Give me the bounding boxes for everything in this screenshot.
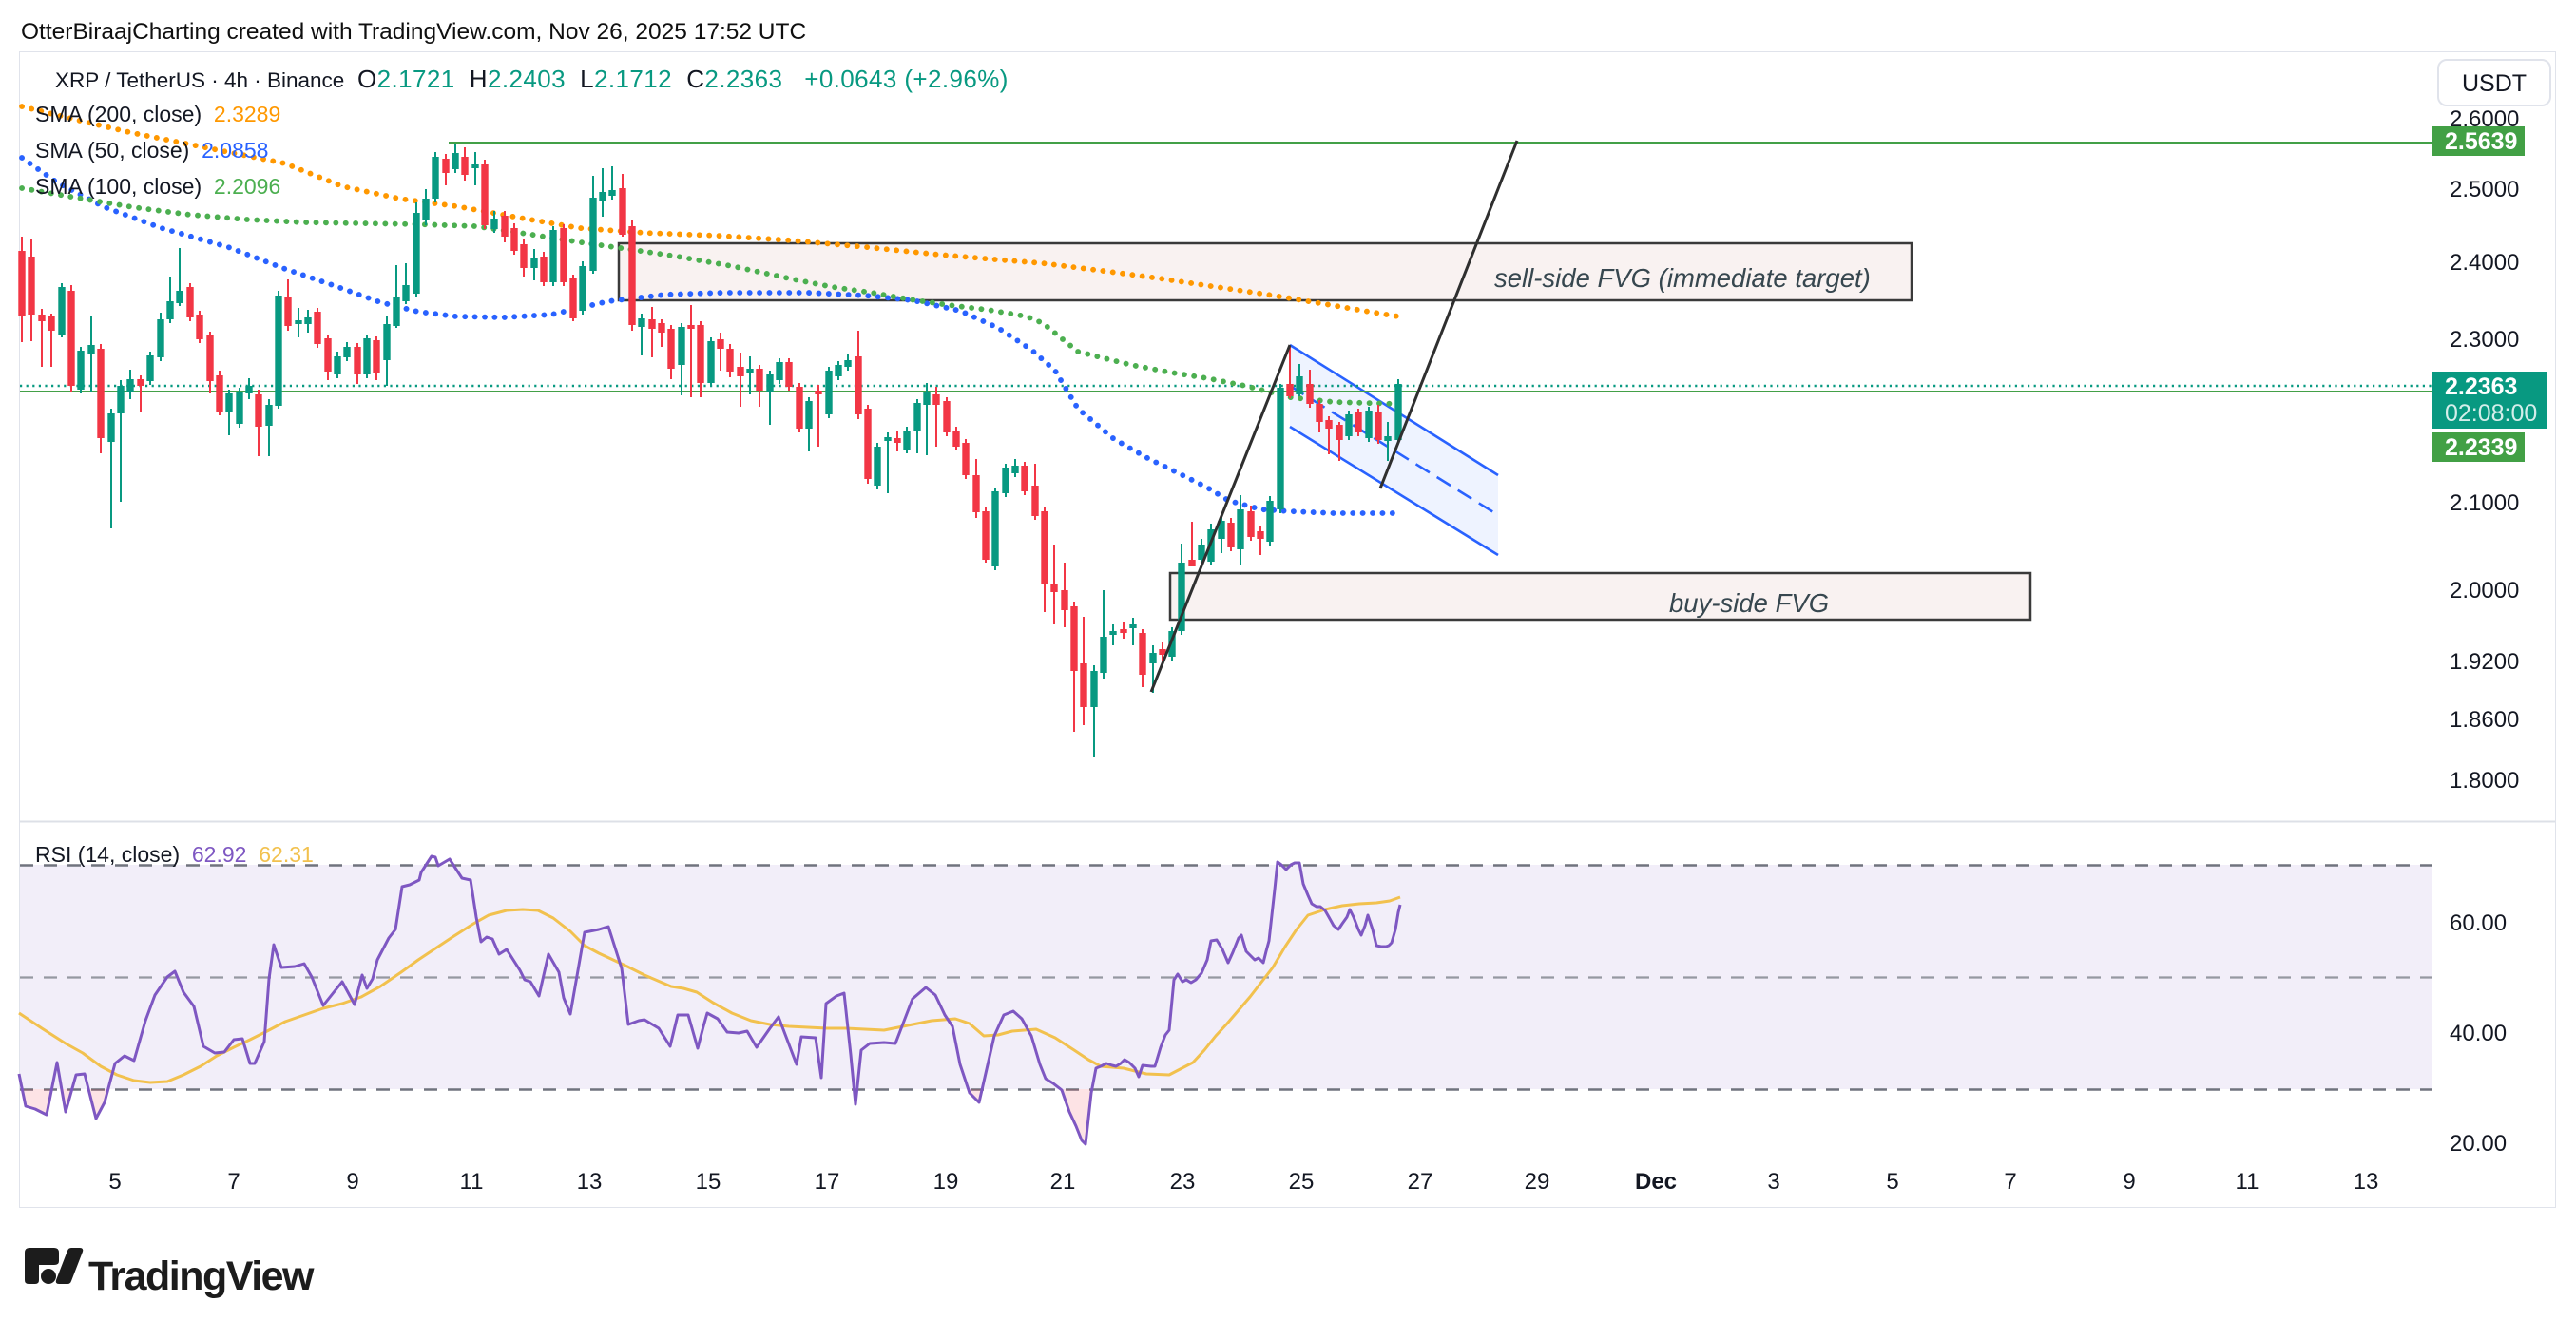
svg-text:21: 21 bbox=[1050, 1169, 1076, 1195]
svg-text:buy-side FVG: buy-side FVG bbox=[1669, 588, 1829, 618]
svg-text:2.2363: 2.2363 bbox=[2445, 373, 2517, 400]
svg-text:19: 19 bbox=[933, 1169, 959, 1195]
svg-text:40.00: 40.00 bbox=[2450, 1021, 2507, 1046]
svg-text:5: 5 bbox=[1886, 1169, 1898, 1195]
svg-text:5: 5 bbox=[108, 1169, 121, 1195]
svg-text:25: 25 bbox=[1289, 1169, 1315, 1195]
svg-text:23: 23 bbox=[1170, 1169, 1196, 1195]
svg-text:15: 15 bbox=[696, 1169, 721, 1195]
svg-text:2.2339: 2.2339 bbox=[2445, 434, 2517, 461]
svg-text:Dec: Dec bbox=[1635, 1169, 1677, 1195]
svg-text:1.8000: 1.8000 bbox=[2450, 768, 2519, 794]
svg-text:sell-side FVG (immediate targe: sell-side FVG (immediate target) bbox=[1494, 263, 1871, 293]
svg-text:11: 11 bbox=[460, 1169, 484, 1195]
svg-text:O2.1721 H2.2403 L2.1712 C2.: O2.1721 H2.2403 L2.1712 C2.2363 +0.0643 … bbox=[357, 65, 1009, 93]
svg-text:XRP / TetherUS · 4h · Binance: XRP / TetherUS · 4h · Binance bbox=[55, 68, 344, 92]
svg-text:2.0000: 2.0000 bbox=[2450, 578, 2519, 603]
svg-text:2.5000: 2.5000 bbox=[2450, 177, 2519, 202]
svg-text:13: 13 bbox=[2354, 1169, 2379, 1195]
svg-text:29: 29 bbox=[1525, 1169, 1550, 1195]
svg-text:OtterBiraajCharting created wi: OtterBiraajCharting created with Trading… bbox=[21, 19, 806, 45]
svg-text:2.5639: 2.5639 bbox=[2445, 128, 2517, 155]
svg-text:7: 7 bbox=[2004, 1169, 2016, 1195]
svg-text:60.00: 60.00 bbox=[2450, 910, 2507, 936]
svg-text:20.00: 20.00 bbox=[2450, 1131, 2507, 1157]
svg-text:3: 3 bbox=[1767, 1169, 1779, 1195]
svg-text:2.1000: 2.1000 bbox=[2450, 490, 2519, 516]
svg-text:TradingView: TradingView bbox=[88, 1254, 315, 1299]
svg-text:SMA (50, close) 2.0858: SMA (50, close) 2.0858 bbox=[35, 138, 268, 163]
svg-text:9: 9 bbox=[2123, 1169, 2135, 1195]
svg-text:7: 7 bbox=[227, 1169, 240, 1195]
svg-text:02:08:00: 02:08:00 bbox=[2445, 400, 2537, 427]
svg-text:9: 9 bbox=[346, 1169, 358, 1195]
svg-text:1.8600: 1.8600 bbox=[2450, 707, 2519, 733]
svg-text:17: 17 bbox=[815, 1169, 840, 1195]
svg-text:SMA (100, close) 2.2096: SMA (100, close) 2.2096 bbox=[35, 174, 280, 199]
svg-text:USDT: USDT bbox=[2462, 70, 2527, 97]
svg-text:13: 13 bbox=[577, 1169, 603, 1195]
svg-text:11: 11 bbox=[2236, 1169, 2259, 1195]
svg-text:27: 27 bbox=[1408, 1169, 1433, 1195]
svg-text:SMA (200, close) 2.3289: SMA (200, close) 2.3289 bbox=[35, 102, 280, 126]
svg-text:RSI (14, close) 62.92 62.31: RSI (14, close) 62.92 62.31 bbox=[35, 842, 314, 867]
svg-text:1.9200: 1.9200 bbox=[2450, 649, 2519, 675]
svg-text:2.3000: 2.3000 bbox=[2450, 327, 2519, 353]
svg-text:2.4000: 2.4000 bbox=[2450, 250, 2519, 276]
